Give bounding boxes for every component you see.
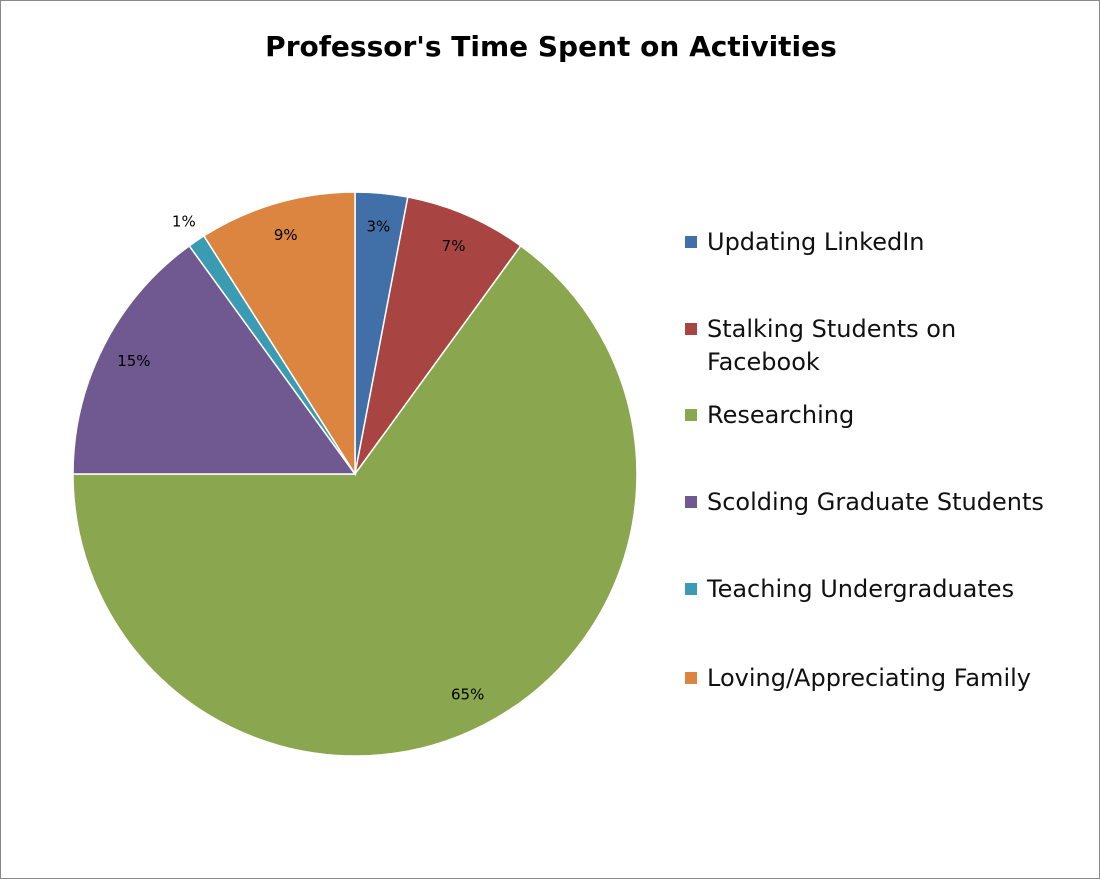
legend-label: Teaching Undergraduates bbox=[707, 575, 1015, 603]
legend-entry: Scolding Graduate Students bbox=[685, 486, 1067, 519]
legend-swatch bbox=[685, 583, 697, 595]
slice-label: 3% bbox=[366, 217, 390, 235]
slice-label: 9% bbox=[274, 226, 298, 244]
legend-entry: Researching bbox=[685, 399, 1067, 432]
legend-label: Researching bbox=[707, 401, 855, 429]
legend-swatch bbox=[685, 323, 697, 335]
legend-label: Scolding Graduate Students bbox=[707, 488, 1044, 516]
legend-swatch bbox=[685, 496, 697, 508]
legend-swatch bbox=[685, 236, 697, 248]
slice-label: 1% bbox=[172, 213, 196, 231]
slice-label: 7% bbox=[442, 237, 466, 255]
pie-slice bbox=[202, 191, 356, 477]
legend-label: Updating LinkedIn bbox=[707, 228, 925, 256]
pie-slice bbox=[354, 196, 522, 475]
pie-slice bbox=[72, 244, 638, 757]
legend-label: Stalking Students on Facebook bbox=[707, 315, 957, 376]
legend-entry: Teaching Undergraduates bbox=[685, 573, 1067, 606]
slice-label: 15% bbox=[117, 352, 150, 370]
legend-swatch bbox=[685, 672, 697, 684]
legend-entry: Loving/Appreciating Family bbox=[685, 662, 1067, 695]
legend-entry: Stalking Students on Facebook bbox=[685, 313, 1067, 379]
slice-label: 65% bbox=[451, 686, 484, 704]
chart-title: Professor's Time Spent on Activities bbox=[265, 30, 837, 63]
legend-swatch bbox=[685, 409, 697, 421]
legend-entry: Updating LinkedIn bbox=[685, 226, 1067, 259]
legend-label: Loving/Appreciating Family bbox=[707, 664, 1031, 692]
pie-slice bbox=[72, 244, 357, 475]
